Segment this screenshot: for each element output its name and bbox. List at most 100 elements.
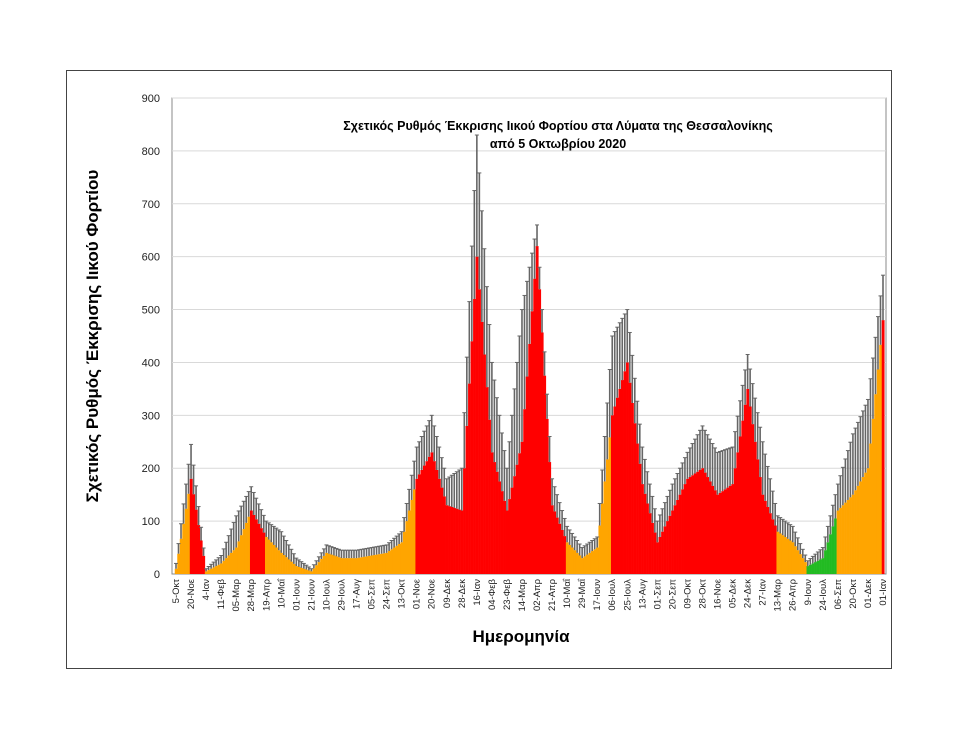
bar [661, 531, 664, 574]
bar [422, 465, 426, 574]
bar [520, 441, 524, 574]
bar [217, 564, 221, 574]
bar [249, 510, 253, 574]
bar [179, 538, 183, 574]
bar [791, 542, 795, 574]
bar [746, 388, 750, 574]
bar [305, 569, 308, 574]
bar [856, 485, 860, 574]
x-tick-label: 5-Οκτ [171, 579, 182, 604]
bar [673, 505, 677, 574]
bar [575, 552, 579, 574]
bar [310, 571, 313, 574]
bar [174, 568, 178, 574]
bar [327, 553, 331, 574]
bar [871, 418, 875, 574]
x-tick-label: 05-Σεπ [367, 579, 378, 610]
bar [405, 521, 409, 574]
bar [636, 443, 639, 574]
bar [380, 553, 384, 574]
bar [342, 558, 346, 574]
bar [728, 485, 732, 574]
bar [666, 521, 669, 574]
bar [410, 499, 414, 574]
bar [753, 441, 757, 574]
x-tick-label: 13-Αυγ [637, 579, 648, 609]
bar [370, 555, 374, 574]
bar [783, 536, 787, 574]
bar [788, 540, 792, 574]
bar [605, 459, 609, 574]
bar [585, 554, 589, 574]
bar [187, 493, 191, 574]
bar [475, 256, 479, 574]
bar [701, 468, 705, 574]
bar [881, 320, 885, 574]
bar [400, 542, 404, 574]
bar [836, 510, 840, 574]
bar [177, 553, 181, 574]
bar [483, 354, 486, 574]
x-tick-label: 09-Οκτ [682, 579, 693, 609]
bar [563, 536, 567, 574]
bar [184, 508, 188, 574]
bar [876, 369, 880, 574]
x-tick-label: 21-Ιουν [306, 579, 317, 611]
bar [859, 481, 862, 574]
bar [385, 552, 389, 574]
bar [362, 556, 366, 574]
bar [182, 523, 186, 574]
bar [525, 376, 529, 574]
bar [425, 461, 429, 574]
bar [490, 452, 494, 574]
bar [473, 298, 476, 574]
bar [841, 505, 845, 574]
x-tick-label: 05-Δεκ [728, 579, 739, 608]
bar [468, 383, 471, 574]
bar [463, 468, 466, 574]
x-tick-label: 29-Ιουλ [336, 579, 347, 611]
bar [824, 550, 827, 574]
bar [643, 493, 647, 574]
bar [864, 472, 868, 574]
bar [721, 491, 725, 574]
bar [763, 500, 767, 574]
bar [545, 418, 549, 574]
bar [485, 387, 489, 574]
bar [846, 499, 850, 574]
chart-subtitle: από 5 Οκτωβρίου 2020 [490, 137, 626, 151]
bar [560, 529, 564, 574]
bar [829, 534, 832, 574]
x-tick-label: 02-Απρ [532, 578, 543, 611]
bar [834, 518, 837, 574]
bar [480, 321, 484, 574]
bar [259, 528, 263, 574]
bar [297, 566, 301, 574]
bar [658, 536, 662, 574]
bar [300, 567, 303, 574]
bar [257, 523, 261, 574]
bar [718, 492, 722, 574]
bar [377, 554, 381, 574]
bar [372, 555, 376, 574]
bar [262, 532, 266, 574]
y-tick-label: 400 [142, 357, 160, 369]
bar [535, 246, 539, 575]
chart-title: Σχετικός Ρυθμός Έκκρισης Ιικού Φορτίου σ… [343, 119, 772, 133]
bar [332, 555, 336, 574]
bar [621, 380, 624, 574]
bar [397, 544, 401, 574]
bar [495, 471, 499, 574]
bar [465, 425, 469, 574]
bar [854, 490, 857, 574]
bar [638, 463, 642, 574]
bar [768, 513, 772, 574]
bar [330, 554, 333, 574]
bar [317, 562, 321, 574]
bar [435, 469, 439, 574]
y-tick-label: 0 [154, 569, 160, 581]
bar [578, 555, 582, 574]
bar [345, 558, 349, 574]
bar [455, 508, 459, 574]
bar [706, 477, 710, 574]
